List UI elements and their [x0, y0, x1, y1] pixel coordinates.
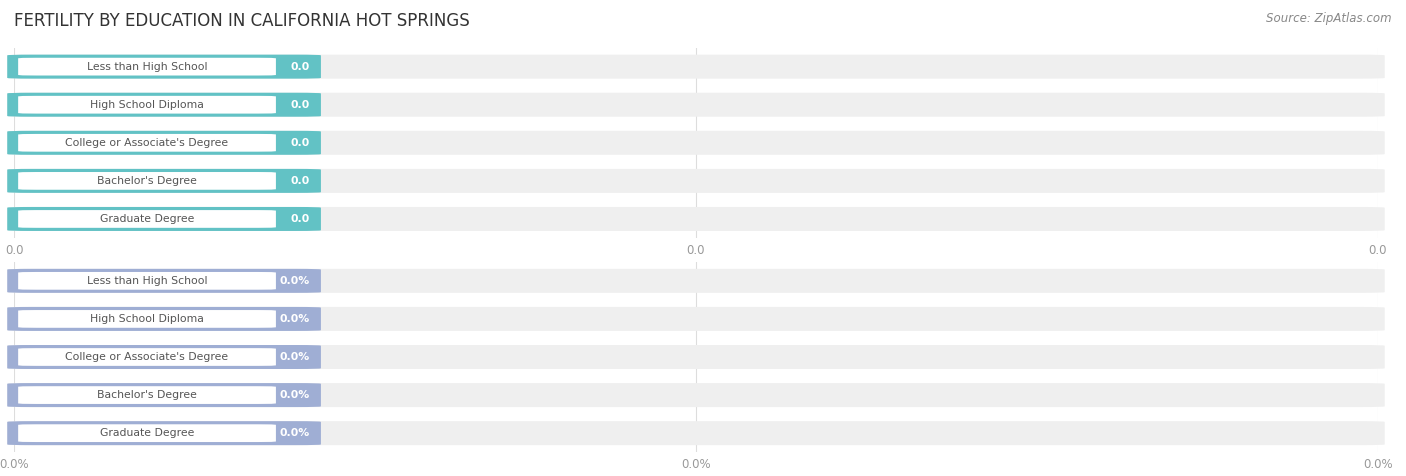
FancyBboxPatch shape [7, 421, 1385, 445]
FancyBboxPatch shape [18, 134, 276, 152]
Text: 0.0%: 0.0% [280, 390, 309, 400]
FancyBboxPatch shape [7, 131, 321, 155]
Text: Graduate Degree: Graduate Degree [100, 428, 194, 438]
FancyBboxPatch shape [7, 207, 321, 231]
Text: High School Diploma: High School Diploma [90, 99, 204, 110]
FancyBboxPatch shape [18, 210, 276, 228]
Text: 0.0%: 0.0% [280, 428, 309, 438]
FancyBboxPatch shape [18, 348, 276, 366]
FancyBboxPatch shape [7, 93, 1385, 117]
Text: Bachelor's Degree: Bachelor's Degree [97, 390, 197, 400]
FancyBboxPatch shape [7, 383, 321, 407]
FancyBboxPatch shape [7, 55, 1385, 79]
FancyBboxPatch shape [7, 345, 321, 369]
FancyBboxPatch shape [7, 307, 1385, 331]
FancyBboxPatch shape [7, 307, 321, 331]
FancyBboxPatch shape [18, 172, 276, 190]
FancyBboxPatch shape [18, 58, 276, 76]
Text: Source: ZipAtlas.com: Source: ZipAtlas.com [1267, 12, 1392, 25]
Text: 0.0: 0.0 [291, 99, 309, 110]
Text: Less than High School: Less than High School [87, 61, 207, 72]
Text: 0.0: 0.0 [291, 214, 309, 224]
FancyBboxPatch shape [7, 93, 321, 117]
Text: 0.0: 0.0 [291, 138, 309, 148]
Text: FERTILITY BY EDUCATION IN CALIFORNIA HOT SPRINGS: FERTILITY BY EDUCATION IN CALIFORNIA HOT… [14, 12, 470, 30]
FancyBboxPatch shape [18, 96, 276, 114]
Text: 0.0: 0.0 [291, 176, 309, 186]
Text: 0.0: 0.0 [291, 61, 309, 72]
FancyBboxPatch shape [7, 269, 1385, 293]
Text: 0.0%: 0.0% [280, 314, 309, 324]
Text: Bachelor's Degree: Bachelor's Degree [97, 176, 197, 186]
FancyBboxPatch shape [7, 169, 321, 193]
FancyBboxPatch shape [7, 345, 1385, 369]
FancyBboxPatch shape [7, 269, 321, 293]
Text: College or Associate's Degree: College or Associate's Degree [66, 352, 229, 362]
FancyBboxPatch shape [7, 55, 321, 79]
FancyBboxPatch shape [7, 207, 1385, 231]
FancyBboxPatch shape [7, 421, 321, 445]
Text: Graduate Degree: Graduate Degree [100, 214, 194, 224]
Text: Less than High School: Less than High School [87, 276, 207, 286]
FancyBboxPatch shape [18, 310, 276, 328]
Text: 0.0%: 0.0% [280, 276, 309, 286]
FancyBboxPatch shape [18, 424, 276, 442]
FancyBboxPatch shape [7, 169, 1385, 193]
Text: 0.0%: 0.0% [280, 352, 309, 362]
FancyBboxPatch shape [7, 131, 1385, 155]
FancyBboxPatch shape [18, 386, 276, 404]
FancyBboxPatch shape [7, 383, 1385, 407]
FancyBboxPatch shape [18, 272, 276, 290]
Text: College or Associate's Degree: College or Associate's Degree [66, 138, 229, 148]
Text: High School Diploma: High School Diploma [90, 314, 204, 324]
